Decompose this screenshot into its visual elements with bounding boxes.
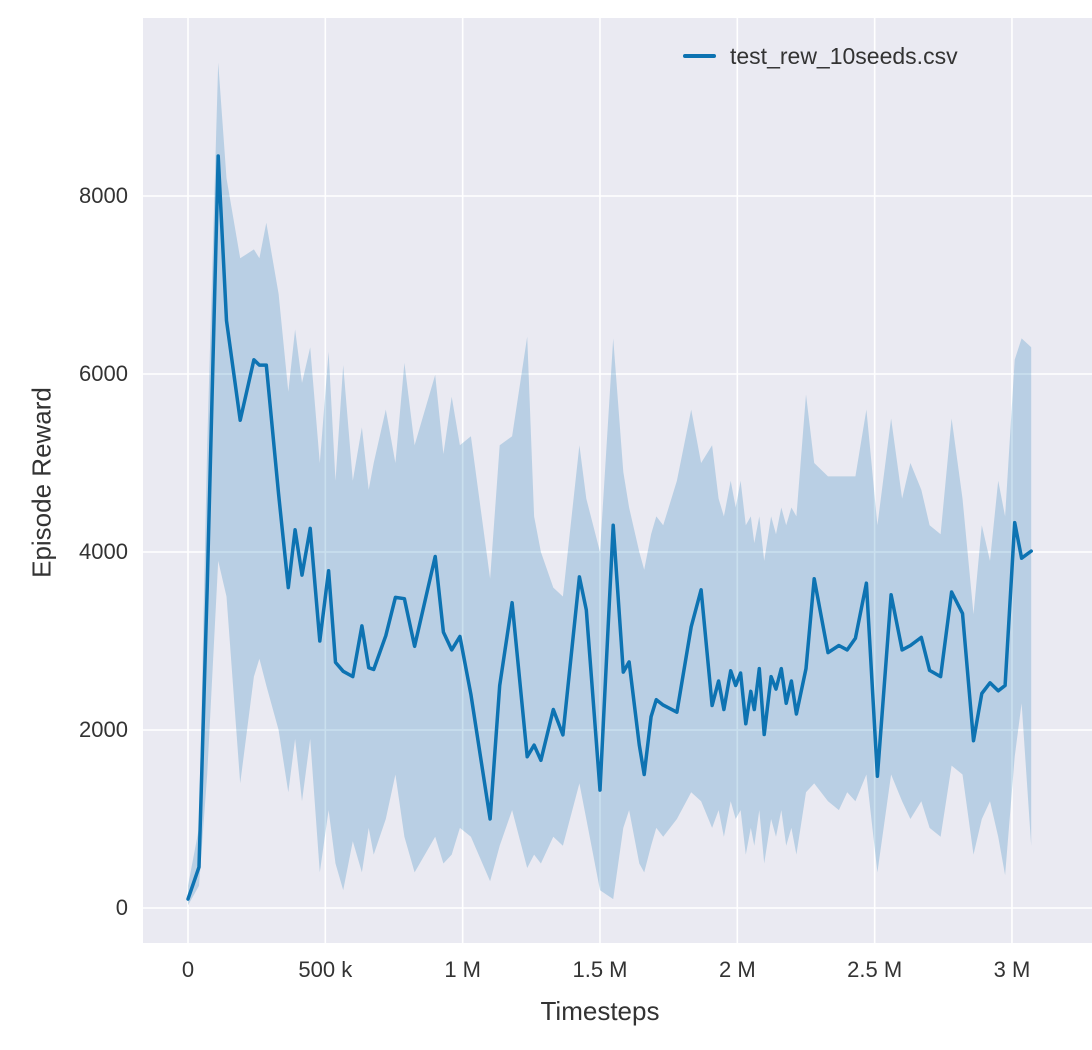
y-tick-8000: 8000 (79, 183, 128, 208)
x-tick-0: 0 (181, 957, 195, 982)
x-tick-1M: 1 M (444, 957, 481, 982)
x-axis-label: Timesteps (540, 996, 660, 1026)
y-tick-6000: 6000 (79, 361, 128, 386)
x-tick-500k: 500 k (298, 957, 353, 982)
line-chart (143, 18, 1092, 943)
x-tick-2.5M: 2.5 M (847, 957, 903, 982)
legend-label: test_rew_10seeds.csv (730, 42, 958, 69)
x-tick-1.5M: 1.5 M (572, 957, 628, 982)
y-tick-0: 0 (115, 895, 128, 920)
y-tick-4000: 4000 (79, 539, 128, 564)
legend: test_rew_10seeds.csv (683, 40, 958, 72)
x-tick-2M: 2 M (718, 957, 756, 982)
plot-area (143, 18, 1092, 943)
y-axis-label: Episode Reward (26, 387, 57, 578)
x-tick-3M: 3 M (993, 957, 1031, 982)
y-tick-2000: 2000 (79, 717, 128, 742)
legend-line-swatch (683, 54, 716, 58)
